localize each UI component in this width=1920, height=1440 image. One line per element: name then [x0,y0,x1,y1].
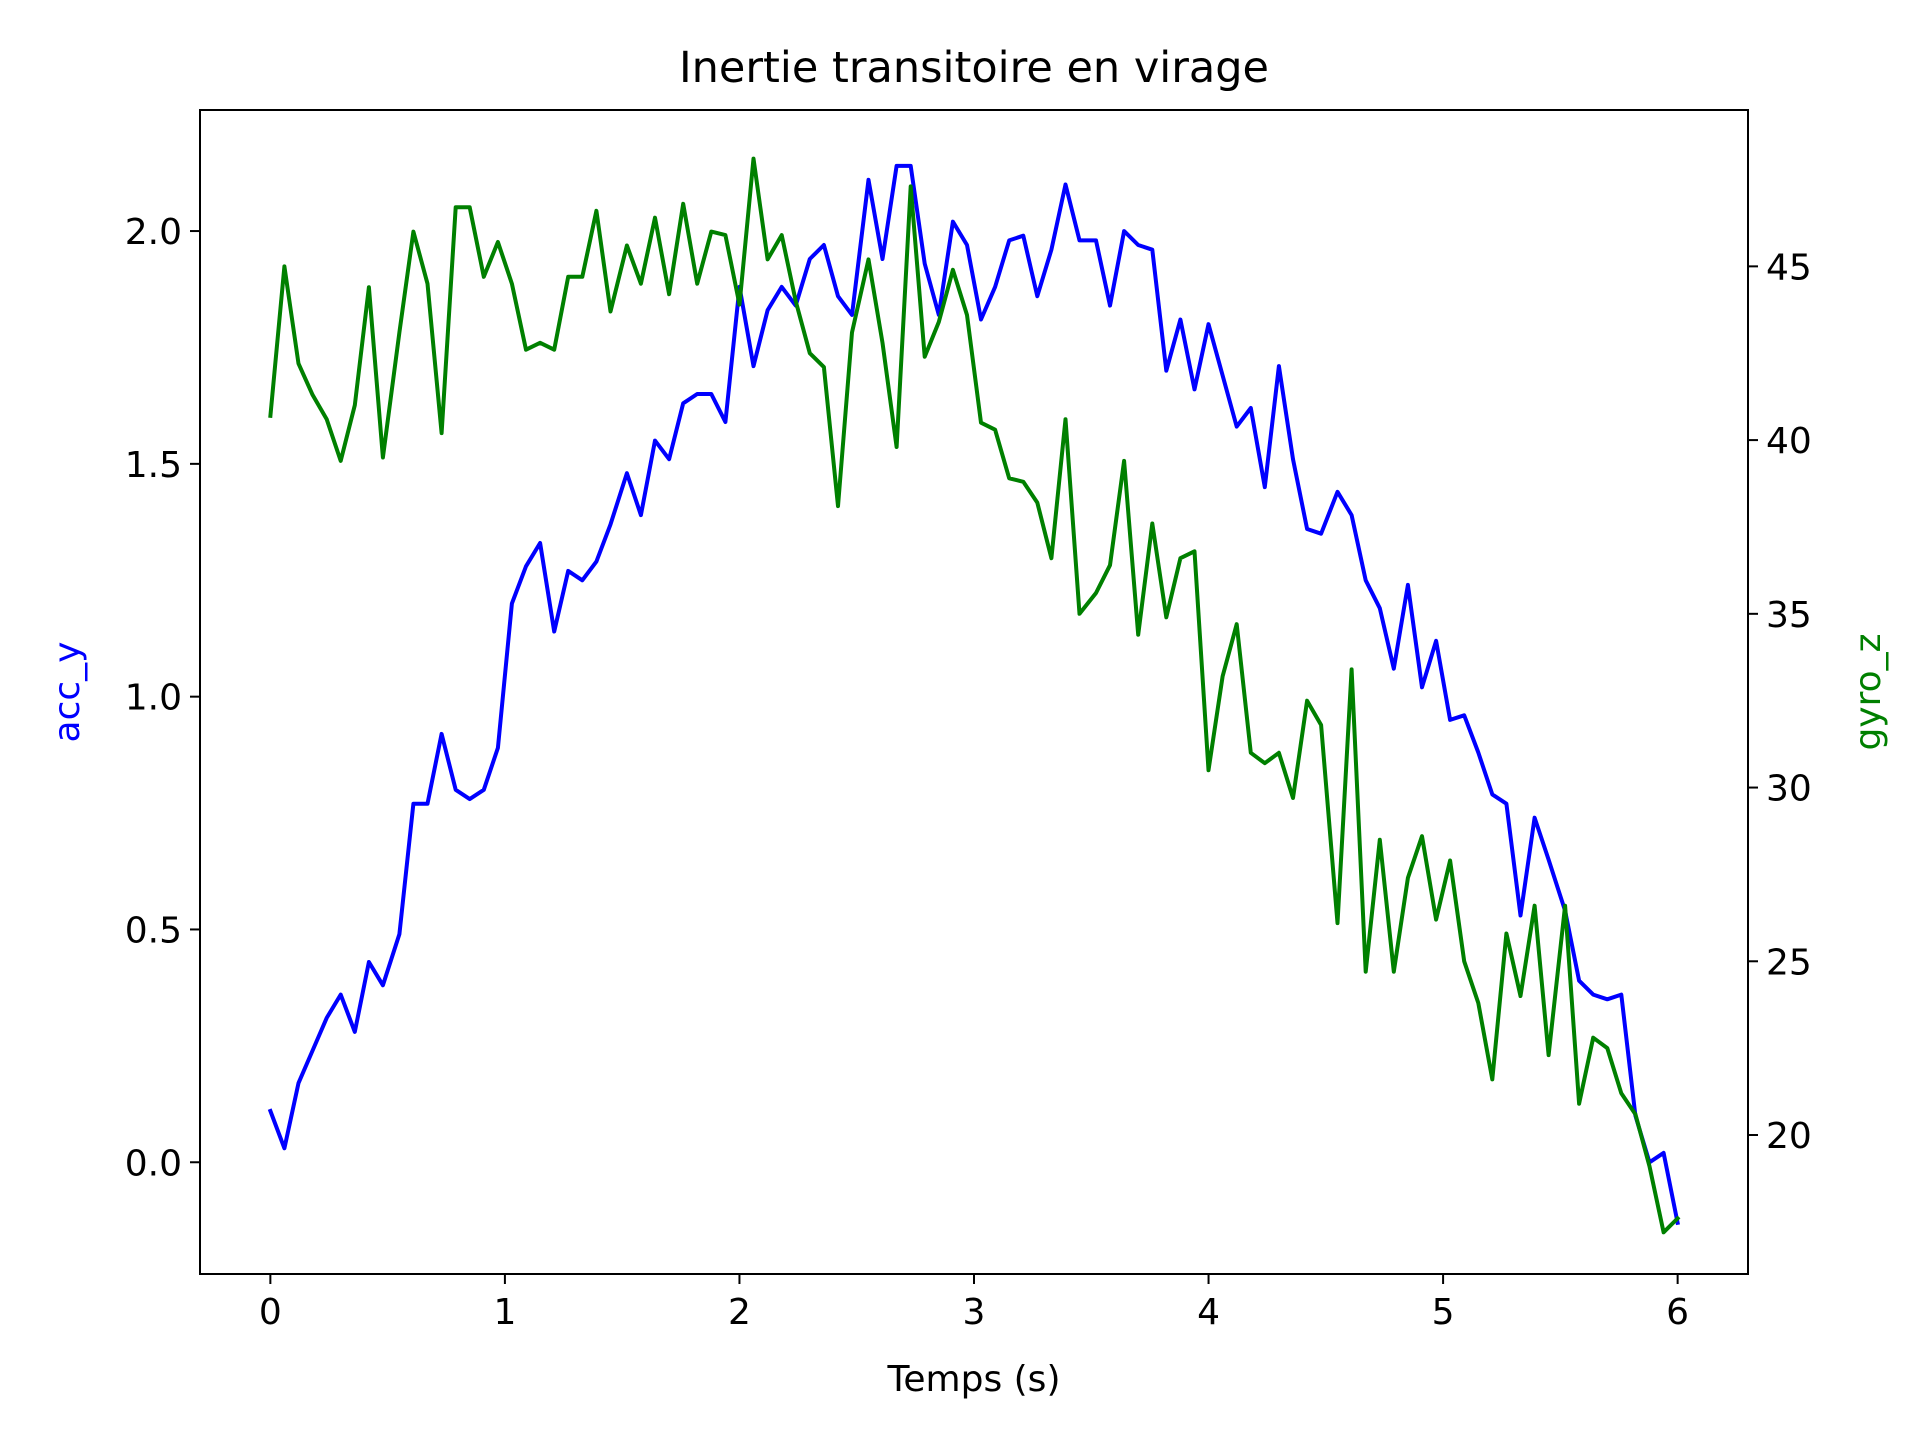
x-tick-label: 2 [728,1292,751,1333]
series-line-gyro-z [268,156,1681,1235]
right-y-tick-label: 20 [1766,1116,1812,1157]
x-tick-label: 0 [259,1292,282,1333]
left-y-tick-label: 0.5 [125,910,182,951]
x-tick-label: 5 [1432,1292,1455,1333]
series-line-acc-y [267,163,1680,1226]
left-y-axis-label: acc_y [47,642,88,743]
right-y-tick-label: 30 [1766,769,1812,810]
x-axis-label: Temps (s) [887,1359,1061,1400]
x-tick-label: 4 [1197,1292,1220,1333]
chart-title: Inertie transitoire en virage [679,43,1269,93]
x-tick-label: 6 [1666,1292,1689,1333]
left-y-tick-label: 2.0 [125,212,182,253]
right-y-tick-label: 35 [1766,595,1812,636]
x-tick-label: 1 [493,1292,516,1333]
right-y-tick-label: 45 [1766,247,1812,288]
plot-area-frame [199,109,1749,1275]
right-y-axis-label: gyro_z [1848,633,1889,750]
right-y-tick-label: 25 [1766,942,1812,983]
right-y-axis-ticks: 20 25 30 35 40 45 [1748,247,1812,1157]
series-points-gyro-z [270,158,1678,1233]
x-tick-label: 3 [963,1292,986,1333]
left-y-tick-label: 1.0 [125,678,182,719]
series-layer [267,156,1681,1235]
x-axis-ticks: 0 1 2 3 4 5 6 [259,1274,1689,1333]
left-y-tick-label: 0.0 [125,1143,182,1184]
left-y-axis-ticks: 0.0 0.5 1.0 1.5 2.0 [125,212,200,1184]
left-y-tick-label: 1.5 [125,445,182,486]
right-y-tick-label: 40 [1766,421,1812,462]
